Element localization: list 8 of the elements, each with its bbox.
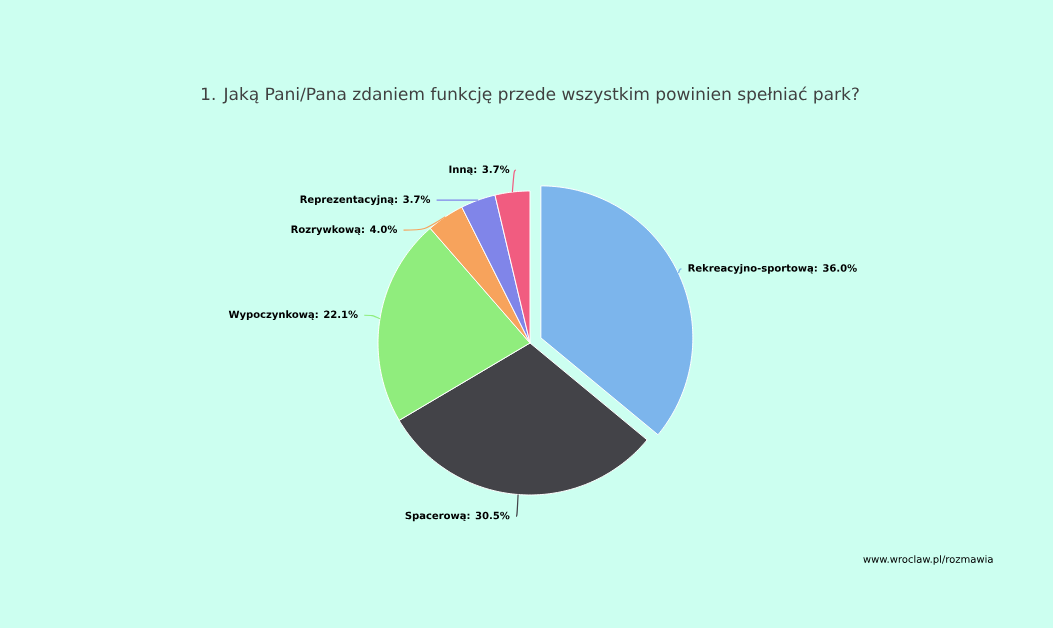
slice-label: Inną: 3.7% bbox=[449, 165, 510, 175]
slice-label: Reprezentacyjną: 3.7% bbox=[300, 195, 431, 206]
slice-label: Wypoczynkową: 22.1% bbox=[228, 310, 358, 321]
slice-label: Spacerową: 30.5% bbox=[405, 511, 510, 522]
chart-title: 1. Jaką Pani/Pana zdaniem funkcję przede wszystkim powinien spełniać park? bbox=[202, 86, 859, 104]
text: www.wroclaw.pl/rozmawia bbox=[863, 555, 993, 565]
slice-label: Rozrywkową: 4.0% bbox=[291, 225, 398, 236]
slice-label: Rekreacyjno-sportową: 36.0% bbox=[688, 264, 857, 274]
